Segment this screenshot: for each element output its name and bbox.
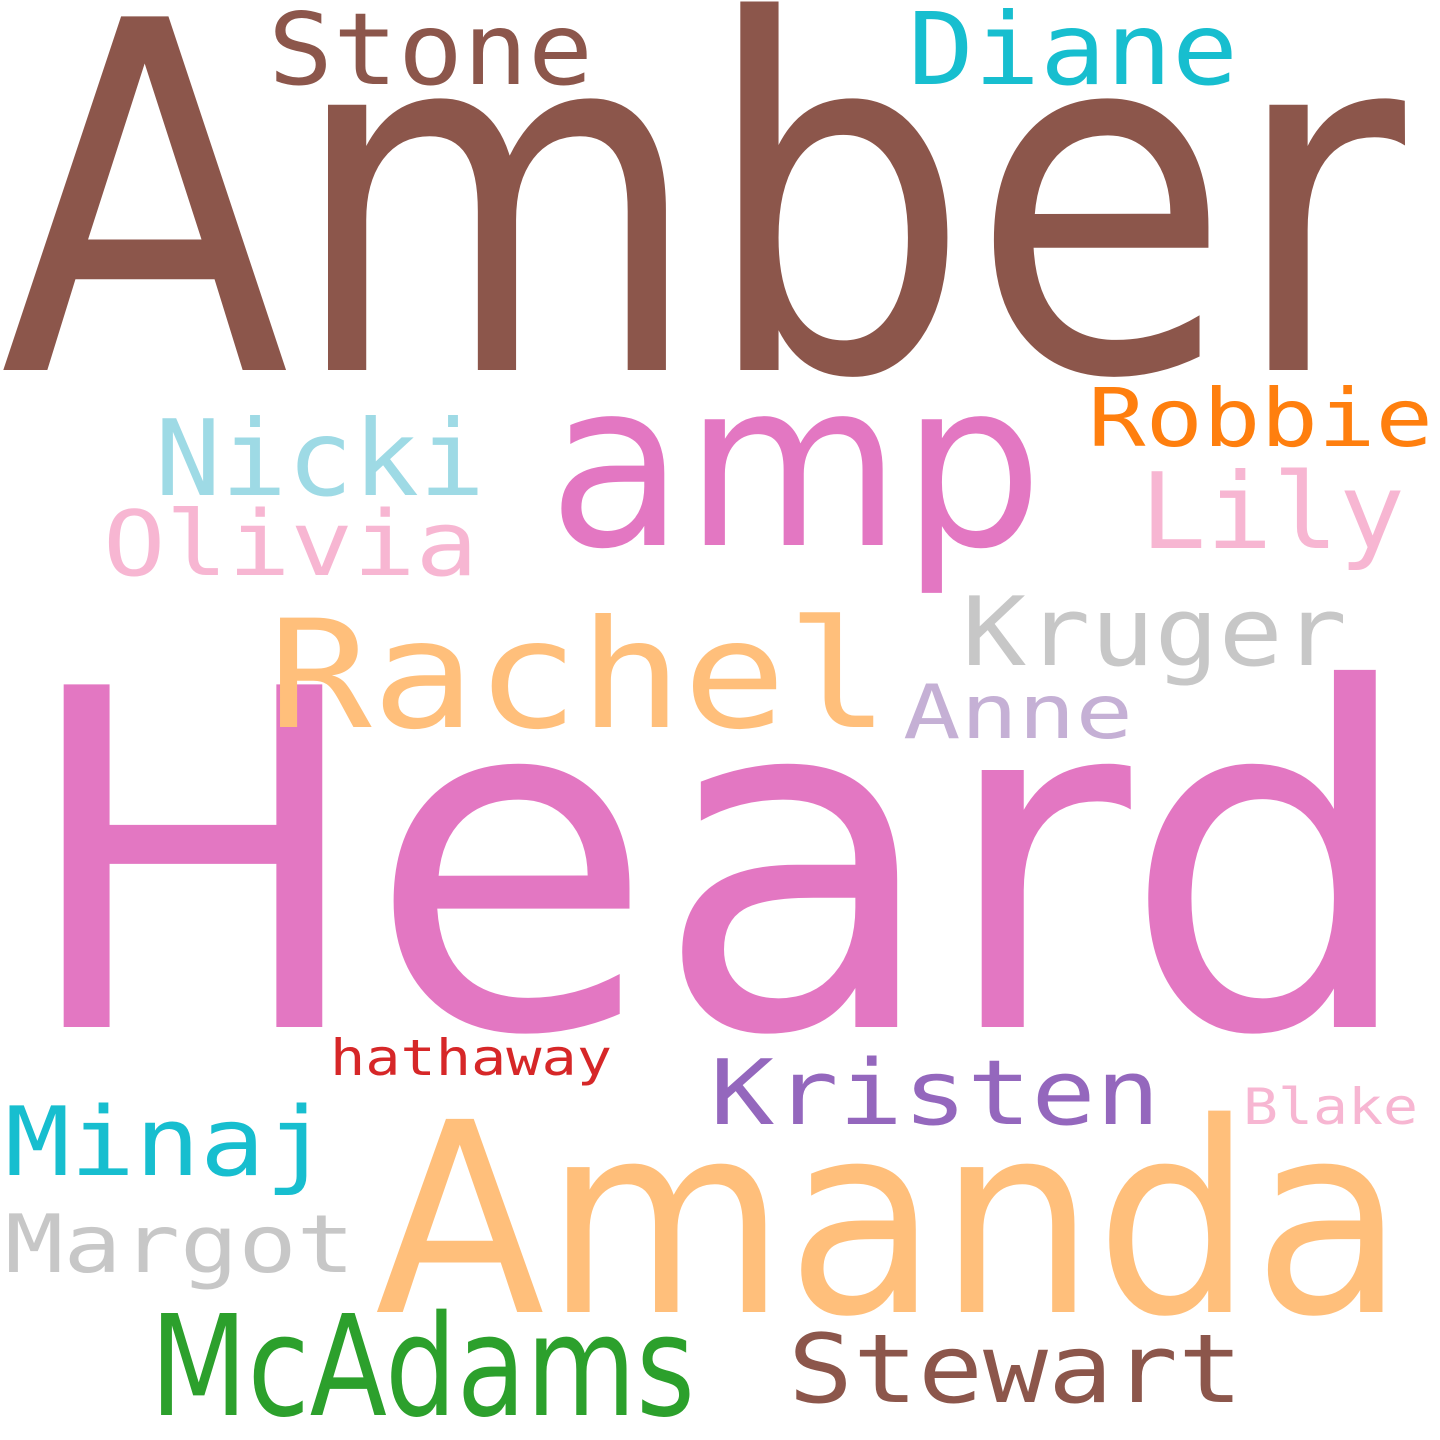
word-stewart: Stewart [788, 1315, 1243, 1425]
word-robbie: Robbie [1088, 372, 1433, 465]
word-amber: Amber [0, 0, 1410, 485]
word-minaj: Minaj [5, 1088, 330, 1198]
word-anne: Anne [903, 668, 1133, 756]
word-kristen: Kristen [710, 1041, 1160, 1146]
word-rachel: Rachel [268, 589, 890, 763]
word-heard: Heard [18, 591, 1418, 1138]
word-kruger: Kruger [962, 578, 1347, 688]
word-hathaway: hathaway [330, 1029, 612, 1087]
word-lily: Lily [1140, 451, 1405, 573]
word-blake: Blake [1243, 1078, 1418, 1136]
word-mcadams: McAdams [150, 1286, 695, 1440]
word-nicki: Nicki [155, 398, 485, 520]
word-amp: amp [548, 333, 1043, 600]
word-olivia: Olivia [103, 492, 478, 597]
word-amanda: Amanda [375, 1067, 1405, 1375]
word-diane: Diane [908, 0, 1238, 108]
word-stone: Stone [268, 0, 593, 108]
word-margot: Margot [5, 1198, 355, 1291]
